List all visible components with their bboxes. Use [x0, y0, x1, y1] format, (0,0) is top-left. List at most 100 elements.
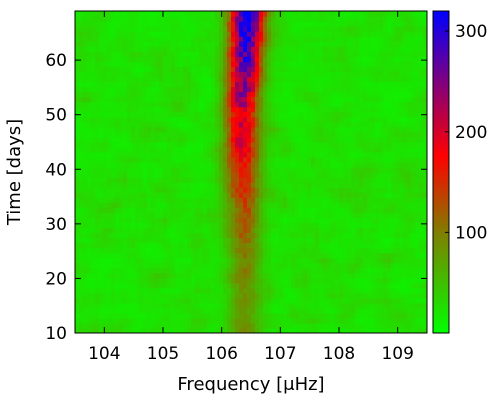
- heatmap-cell: [99, 267, 104, 274]
- heatmap-cell: [187, 292, 192, 299]
- heatmap-cell: [103, 187, 108, 193]
- heatmap-cell: [303, 267, 308, 274]
- heatmap-cell: [191, 146, 196, 153]
- heatmap-cell: [391, 166, 396, 173]
- heatmap-cell: [123, 192, 128, 198]
- heatmap-cell: [295, 212, 300, 218]
- heatmap-cell: [343, 161, 348, 168]
- heatmap-cell: [351, 86, 356, 93]
- heatmap-cell: [207, 46, 212, 52]
- heatmap-cell: [267, 302, 272, 309]
- heatmap-cell: [87, 172, 92, 178]
- heatmap-cell: [111, 182, 116, 188]
- heatmap-cell: [143, 146, 148, 153]
- heatmap-cell: [315, 161, 320, 168]
- heatmap-cell: [271, 257, 276, 264]
- heatmap-cell: [335, 247, 340, 254]
- heatmap-cell: [247, 101, 252, 108]
- heatmap-cell: [419, 61, 424, 67]
- heatmap-cell: [307, 267, 312, 274]
- heatmap-cell: [415, 312, 420, 319]
- heatmap-cell: [267, 312, 272, 319]
- heatmap-cell: [143, 66, 148, 72]
- heatmap-cell: [135, 257, 140, 264]
- heatmap-cell: [367, 121, 372, 128]
- heatmap-cell: [379, 292, 384, 299]
- heatmap-cell: [271, 287, 276, 294]
- heatmap-cell: [159, 317, 164, 324]
- heatmap-cell: [335, 327, 340, 333]
- heatmap-cell: [235, 222, 240, 228]
- heatmap-cell: [107, 182, 112, 188]
- heatmap-cell: [411, 247, 416, 254]
- heatmap-cell: [251, 141, 256, 148]
- heatmap-cell: [339, 237, 344, 244]
- heatmap-cell: [107, 307, 112, 314]
- heatmap-cell: [387, 146, 392, 153]
- heatmap-cell: [91, 192, 96, 198]
- heatmap-cell: [287, 61, 292, 67]
- heatmap-cell: [159, 46, 164, 52]
- heatmap-cell: [175, 96, 180, 103]
- heatmap-cell: [295, 116, 300, 123]
- heatmap-cell: [347, 66, 352, 72]
- heatmap-cell: [339, 272, 344, 279]
- heatmap-cell: [191, 237, 196, 244]
- heatmap-cell: [123, 156, 128, 163]
- heatmap-cell: [279, 302, 284, 309]
- heatmap-cell: [87, 166, 92, 173]
- heatmap-cell: [323, 307, 328, 314]
- heatmap-cell: [299, 207, 304, 213]
- heatmap-cell: [231, 121, 236, 128]
- heatmap-cell: [207, 156, 212, 163]
- heatmap-cell: [115, 166, 120, 173]
- heatmap-cell: [171, 257, 176, 264]
- heatmap-cell: [331, 317, 336, 324]
- heatmap-cell: [327, 76, 332, 83]
- heatmap-cell: [227, 91, 232, 98]
- heatmap-cell: [87, 56, 92, 62]
- heatmap-cell: [195, 222, 200, 228]
- heatmap-cell: [243, 267, 248, 274]
- heatmap-cell: [283, 182, 288, 188]
- heatmap-cell: [175, 121, 180, 128]
- heatmap-cell: [399, 267, 404, 274]
- heatmap-cell: [411, 317, 416, 324]
- heatmap-cell: [207, 126, 212, 133]
- heatmap-cell: [279, 121, 284, 128]
- heatmap-cell: [343, 247, 348, 254]
- heatmap-cell: [383, 297, 388, 304]
- heatmap-cell: [139, 192, 144, 198]
- heatmap-cell: [271, 277, 276, 284]
- heatmap-cell: [355, 51, 360, 57]
- heatmap-cell: [419, 126, 424, 133]
- heatmap-cell: [207, 292, 212, 299]
- heatmap-cell: [159, 81, 164, 88]
- heatmap-cell: [175, 187, 180, 193]
- heatmap-cell: [347, 51, 352, 57]
- heatmap-cell: [171, 51, 176, 57]
- heatmap-cell: [419, 307, 424, 314]
- heatmap-cell: [199, 202, 204, 208]
- heatmap-cell: [91, 86, 96, 93]
- heatmap-cell: [191, 71, 196, 78]
- heatmap-cell: [247, 136, 252, 143]
- heatmap-cell: [319, 141, 324, 148]
- heatmap-cell: [155, 232, 160, 239]
- heatmap-cell: [155, 86, 160, 93]
- heatmap-cell: [95, 282, 100, 289]
- heatmap-cell: [379, 156, 384, 163]
- heatmap-cell: [343, 272, 348, 279]
- heatmap-cell: [383, 272, 388, 279]
- heatmap-cell: [279, 192, 284, 198]
- heatmap-cell: [343, 297, 348, 304]
- heatmap-cell: [259, 242, 264, 249]
- heatmap-cell: [387, 312, 392, 319]
- heatmap-cell: [411, 277, 416, 284]
- heatmap-cell: [171, 252, 176, 259]
- heatmap-cell: [391, 237, 396, 244]
- heatmap-cell: [247, 252, 252, 259]
- heatmap-cell: [291, 111, 296, 118]
- heatmap-cell: [87, 322, 92, 329]
- heatmap-cell: [159, 121, 164, 128]
